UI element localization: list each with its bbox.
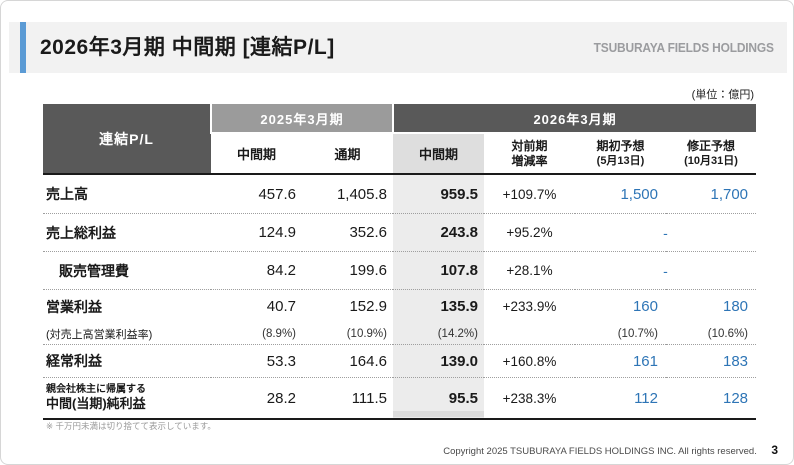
title-band: 2026年3月期 中間期 [連結P/L] TSUBURAYA FIELDS HO…	[9, 22, 787, 73]
sales-interim-2025: 457.6	[211, 174, 302, 214]
ordinary-initial-forecast: 161	[575, 344, 666, 378]
net-full-2025: 111.5	[302, 377, 393, 420]
yoy-header-line2: 増減率	[511, 153, 548, 168]
footer: Copyright 2025 TSUBURAYA FIELDS HOLDINGS…	[443, 441, 778, 459]
gross-forecast-dash: -	[575, 213, 757, 252]
margin-yoy	[484, 323, 575, 345]
col-header-interim-2025: 中間期	[211, 133, 302, 175]
table-row-ordinary-income: 経常利益 53.3 164.6 139.0 +160.8% 161 183	[43, 344, 757, 378]
operating-initial-forecast: 160	[575, 289, 666, 323]
net-interim-2025: 28.2	[211, 377, 302, 420]
copyright-text: Copyright 2025 TSUBURAYA FIELDS HOLDINGS…	[443, 446, 757, 457]
column-group-fy2026: 2026年3月期	[391, 104, 757, 134]
footnote: ※ 千万円未満は切り捨てて表示しています。	[46, 421, 216, 431]
sga-interim-2025: 84.2	[211, 251, 302, 290]
header-sub-row: 中間期 通期 中間期 対前期 増減率 期初予想 (5月13日) 修正予想 (10…	[43, 133, 757, 175]
ordinary-full-2025: 164.6	[302, 344, 393, 378]
col-header-revised-forecast: 修正予想 (10月31日)	[666, 133, 757, 175]
ordinary-revised-forecast: 183	[666, 344, 757, 378]
operating-interim-2025: 40.7	[211, 289, 302, 323]
operating-full-2025: 152.9	[302, 289, 393, 323]
table-corner-label: 連結P/L	[43, 104, 211, 175]
margin-interim-2026: (14.2%)	[393, 323, 484, 345]
row-label-net-income: 親会社株主に帰属する 中間(当期)純利益	[43, 377, 211, 420]
net-revised-forecast: 128	[666, 377, 757, 420]
row-label-operating-income: 営業利益	[43, 289, 211, 323]
column-group-fy2025: 2025年3月期	[210, 104, 393, 134]
page-number: 3	[771, 443, 778, 457]
sales-yoy: +109.7%	[484, 174, 575, 214]
gross-full-2025: 352.6	[302, 213, 393, 252]
revised-forecast-date: (10月31日)	[684, 155, 738, 168]
revised-forecast-title: 修正予想	[687, 138, 736, 153]
sga-interim-2026: 107.8	[393, 251, 484, 290]
sales-initial-forecast: 1,500	[575, 174, 666, 214]
row-label-sales: 売上高	[43, 174, 211, 214]
initial-forecast-date: (5月13日)	[596, 155, 645, 168]
sales-interim-2026: 959.5	[393, 174, 484, 214]
row-label-operating-margin: (対売上高営業利益率)	[43, 323, 211, 345]
row-label-sga: 販売管理費	[43, 251, 211, 290]
page-title: 2026年3月期 中間期 [連結P/L]	[40, 36, 335, 59]
col-header-full-2025: 通期	[302, 133, 393, 175]
net-income-label-line1: 親会社株主に帰属する	[46, 384, 146, 396]
initial-forecast-title: 期初予想	[596, 138, 645, 153]
table-row-sales: 売上高 457.6 1,405.8 959.5 +109.7% 1,500 1,…	[43, 174, 757, 214]
sga-yoy: +28.1%	[484, 251, 575, 290]
col-header-interim-2026: 中間期	[393, 133, 484, 175]
ordinary-yoy: +160.8%	[484, 344, 575, 378]
table-row-operating-margin: (対売上高営業利益率) (8.9%) (10.9%) (14.2%) (10.7…	[43, 323, 757, 345]
margin-full-2025: (10.9%)	[302, 323, 393, 345]
table-row-operating-income: 営業利益 40.7 152.9 135.9 +233.9% 160 180	[43, 289, 757, 323]
highlight-column-stub	[393, 411, 484, 417]
margin-initial-forecast: (10.7%)	[575, 323, 666, 345]
pl-table: 連結P/L 2025年3月期 2026年3月期 中間期 通期 中間期 対前期 増…	[43, 104, 757, 420]
net-initial-forecast: 112	[575, 377, 666, 420]
col-header-initial-forecast: 期初予想 (5月13日)	[575, 133, 666, 175]
operating-revised-forecast: 180	[666, 289, 757, 323]
gross-interim-2026: 243.8	[393, 213, 484, 252]
margin-revised-forecast: (10.6%)	[666, 323, 757, 345]
ordinary-interim-2025: 53.3	[211, 344, 302, 378]
header-group-row: 連結P/L 2025年3月期 2026年3月期	[43, 104, 757, 175]
margin-interim-2025: (8.9%)	[211, 323, 302, 345]
ordinary-interim-2026: 139.0	[393, 344, 484, 378]
sales-revised-forecast: 1,700	[666, 174, 757, 214]
table-row-gross-profit: 売上総利益 124.9 352.6 243.8 +95.2% -	[43, 213, 757, 252]
row-label-gross-profit: 売上総利益	[43, 213, 211, 252]
gross-interim-2025: 124.9	[211, 213, 302, 252]
col-header-yoy: 対前期 増減率	[484, 133, 575, 175]
unit-note: (単位：億円)	[691, 89, 754, 101]
net-yoy: +238.3%	[484, 377, 575, 420]
row-label-ordinary-income: 経常利益	[43, 344, 211, 378]
yoy-header-line1: 対前期	[511, 139, 548, 154]
net-income-label-line2: 中間(当期)純利益	[46, 396, 146, 412]
company-logo: TSUBURAYA FIELDS HOLDINGS	[593, 40, 774, 55]
operating-yoy: +233.9%	[484, 289, 575, 323]
sga-full-2025: 199.6	[302, 251, 393, 290]
operating-interim-2026: 135.9	[393, 289, 484, 323]
gross-yoy: +95.2%	[484, 213, 575, 252]
table-row-sga: 販売管理費 84.2 199.6 107.8 +28.1% -	[43, 251, 757, 290]
sga-forecast-dash: -	[575, 251, 757, 290]
sales-full-2025: 1,405.8	[302, 174, 393, 214]
title-accent-bar	[20, 22, 26, 73]
